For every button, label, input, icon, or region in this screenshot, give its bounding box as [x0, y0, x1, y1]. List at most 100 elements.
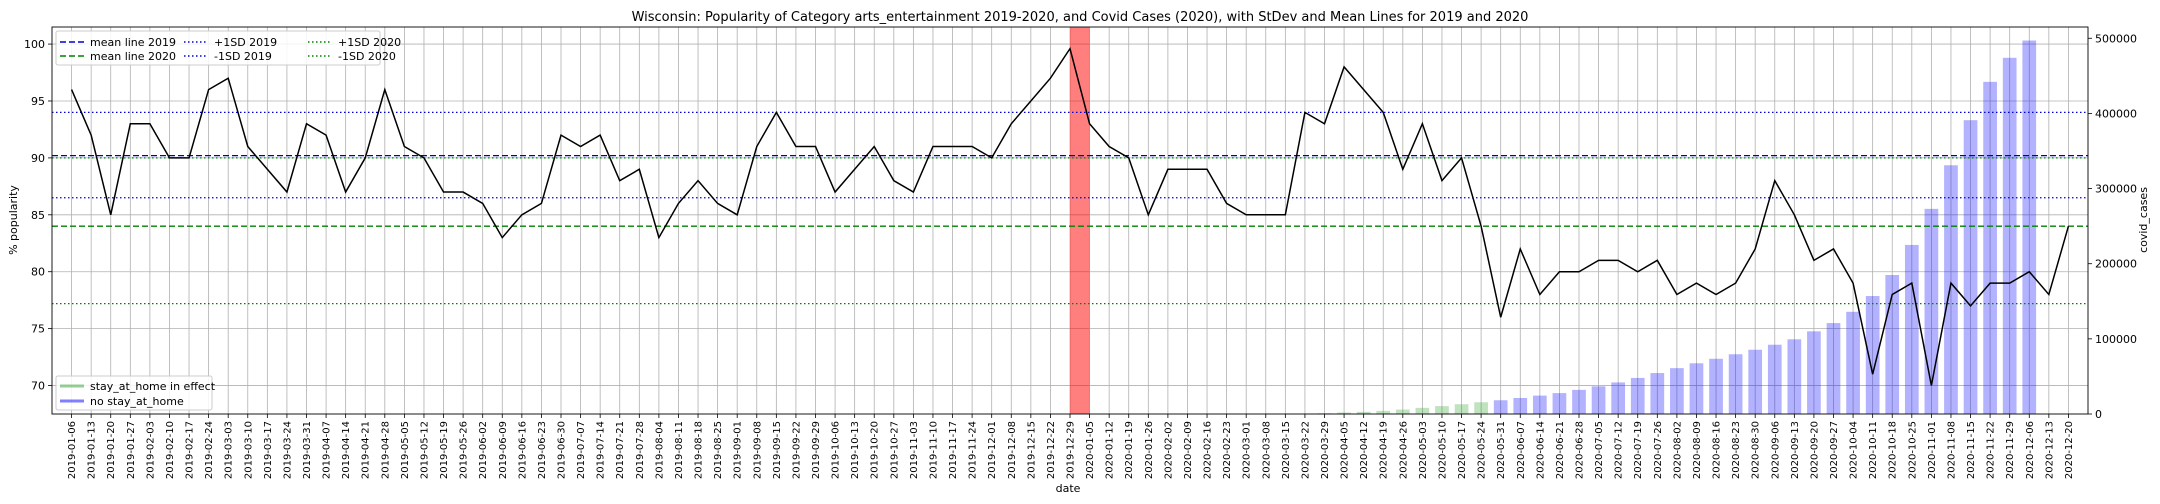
x-tick-label: 2020-06-07	[1516, 421, 1527, 479]
x-tick-label: 2019-07-14	[596, 421, 607, 479]
x-tick-label: 2020-07-19	[1633, 421, 1644, 479]
covid-bar	[1611, 382, 1626, 414]
x-tick-label: 2020-07-12	[1614, 421, 1625, 479]
x-tick-label: 2020-12-06	[2025, 421, 2036, 479]
covid-bar	[1454, 404, 1469, 414]
chart-title: Wisconsin: Popularity of Category arts_e…	[632, 10, 1529, 25]
covid-bar	[1865, 296, 1880, 414]
x-tick-label: 2020-08-09	[1692, 421, 1703, 479]
legend-label: -1SD 2020	[338, 50, 396, 63]
x-tick-label: 2020-09-13	[1790, 421, 1801, 479]
x-tick-label: 2019-04-21	[361, 421, 372, 479]
x-tick-label: 2019-04-14	[341, 421, 352, 479]
x-tick-label: 2019-12-08	[1007, 421, 1018, 479]
x-tick-label: 2020-11-29	[2005, 421, 2016, 479]
legend-bottom-box	[55, 375, 213, 411]
x-tick-label: 2019-05-26	[459, 421, 470, 479]
y-tick-label: 85	[31, 209, 45, 222]
x-tick-label: 2020-04-26	[1398, 421, 1409, 479]
covid-bar	[1944, 165, 1958, 414]
x-tick-label: 2019-05-19	[439, 421, 450, 479]
x-tick-label: 2019-03-03	[224, 421, 235, 479]
x-tick-label: 2020-01-19	[1124, 421, 1135, 479]
x-tick-label: 2019-07-21	[615, 421, 626, 479]
x-tick-label: 2019-02-24	[204, 421, 215, 479]
x-tick-label: 2019-06-16	[517, 421, 528, 479]
x-tick-label: 2019-07-28	[635, 421, 646, 479]
covid-bar	[1709, 358, 1723, 414]
x-tick-label: 2019-10-27	[889, 421, 900, 479]
y-tick-label: 95	[31, 95, 45, 108]
x-tick-label: 2019-02-03	[145, 421, 156, 479]
x-tick-label: 2019-06-02	[478, 421, 489, 479]
y-tick-label: 70	[31, 380, 45, 393]
x-tick-label: 2020-11-22	[1986, 421, 1997, 479]
x-tick-label: 2019-01-06	[67, 421, 78, 479]
x-tick-label: 2019-10-20	[870, 421, 881, 479]
legend-label: mean line 2020	[90, 50, 176, 63]
x-axis-label: date	[1056, 482, 1081, 495]
covid-bar	[1552, 393, 1567, 414]
covid-bar	[1787, 339, 1802, 414]
y2-tick-label: 0	[2095, 408, 2102, 421]
x-tick-label: 2019-06-30	[557, 421, 568, 479]
plot-frame	[51, 26, 2089, 415]
x-tick-label: 2020-08-02	[1672, 421, 1683, 479]
x-tick-label: 2019-02-10	[165, 421, 176, 479]
x-tick-label: 2020-07-05	[1594, 421, 1605, 479]
x-tick-label: 2020-05-03	[1418, 421, 1429, 479]
covid-bar	[1572, 389, 1586, 414]
x-tick-label: 2020-03-01	[1242, 421, 1253, 479]
x-tick-label: 2020-06-21	[1555, 421, 1566, 479]
covid-bar	[1474, 402, 1488, 414]
x-tick-label: 2020-12-20	[2064, 421, 2075, 479]
x-tick-label: 2020-06-14	[1535, 421, 1546, 479]
y2-tick-label: 200000	[2095, 258, 2137, 271]
legend-label: no stay_at_home	[90, 395, 184, 408]
covid-bar	[1532, 395, 1547, 414]
x-tick-label: 2020-09-06	[1770, 421, 1781, 479]
covid-bar	[1807, 331, 1821, 414]
y2-tick-label: 100000	[2095, 333, 2137, 346]
x-tick-label: 2019-08-18	[694, 421, 705, 479]
covid-bar	[1337, 412, 1351, 414]
x-tick-label: 2020-10-04	[1849, 421, 1860, 479]
x-tick-label: 2019-01-13	[87, 421, 98, 479]
covid-bar	[2022, 40, 2037, 414]
y2-tick-label: 400000	[2095, 107, 2137, 120]
y-axis-label: % popularity	[7, 185, 20, 255]
x-tick-label: 2019-01-20	[106, 421, 117, 479]
x-tick-label: 2019-12-15	[1026, 421, 1037, 479]
covid-bar	[1493, 400, 1508, 414]
x-tick-label: 2019-11-17	[948, 421, 959, 479]
x-tick-label: 2019-09-08	[752, 421, 763, 479]
x-tick-label: 2020-09-27	[1829, 421, 1840, 479]
x-tick-label: 2020-04-05	[1340, 421, 1351, 479]
x-tick-label: 2020-02-16	[1203, 421, 1214, 479]
covid-bar	[1983, 81, 1997, 414]
x-tick-label: 2019-04-28	[380, 421, 391, 479]
x-tick-label: 2019-09-29	[811, 421, 822, 479]
x-tick-label: 2019-06-09	[498, 421, 509, 479]
covid-bar	[1415, 407, 1430, 414]
x-tick-label: 2020-05-17	[1457, 421, 1468, 479]
x-tick-label: 2019-08-25	[713, 421, 724, 479]
covid-bar	[1356, 411, 1371, 414]
x-tick-label: 2019-12-29	[1066, 421, 1077, 479]
legend-bottom: stay_at_home in effect no stay_at_home	[55, 375, 216, 411]
x-tick-label: 2020-08-16	[1712, 421, 1723, 479]
covid-bar	[1630, 377, 1645, 414]
x-tick-label: 2020-05-24	[1477, 421, 1488, 479]
covid-bar	[2002, 57, 2017, 415]
x-tick-label: 2020-03-29	[1320, 421, 1331, 479]
x-tick-label: 2020-01-12	[1105, 421, 1116, 479]
covid-bar	[1395, 409, 1410, 414]
legend-label: -1SD 2019	[214, 50, 272, 63]
x-tick-label: 2019-03-17	[263, 421, 274, 479]
x-tick-label: 2019-11-03	[909, 421, 920, 479]
x-tick-label: 2020-11-15	[1966, 421, 1977, 479]
x-tick-label: 2019-07-07	[576, 421, 587, 479]
covid-bar	[1904, 244, 1919, 414]
x-tick-label: 2020-10-11	[1868, 421, 1879, 479]
